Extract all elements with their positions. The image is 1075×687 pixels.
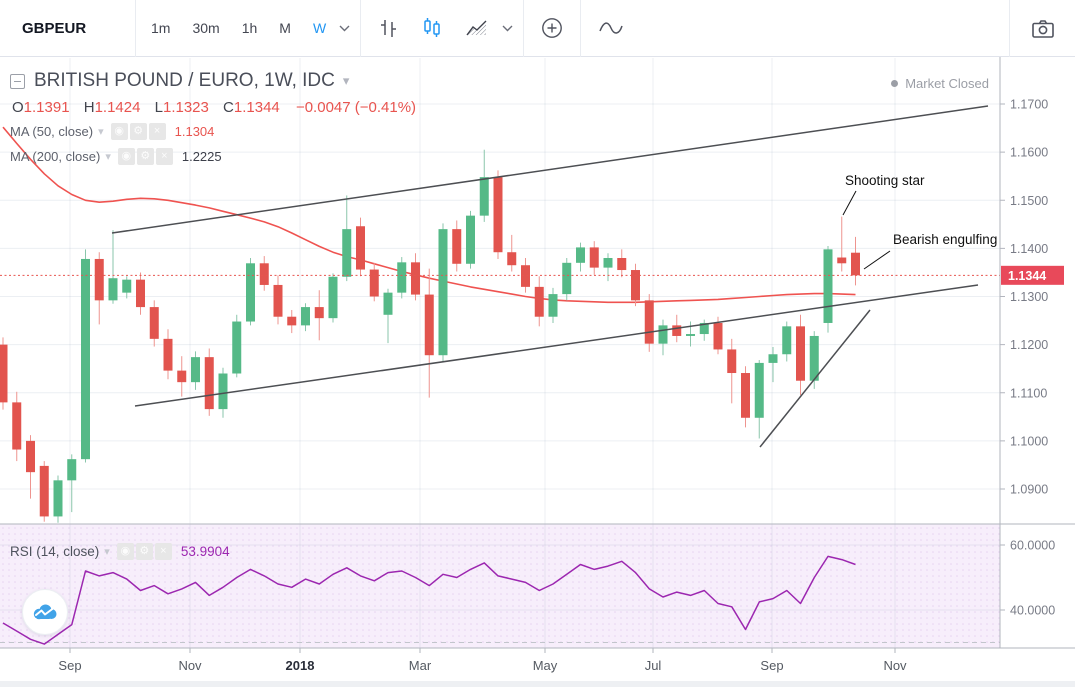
interval-M[interactable]: M (279, 20, 291, 36)
svg-text:1.1700: 1.1700 (1010, 98, 1048, 112)
low-value: 1.1323 (162, 99, 209, 116)
market-status-dot-icon (891, 80, 899, 87)
compare-plus-icon[interactable] (524, 16, 580, 40)
open-label: O (12, 99, 24, 116)
ma50-eye-icon[interactable]: ◉ (110, 123, 128, 140)
ma50-label[interactable]: MA (50, close) (10, 124, 94, 139)
svg-text:Bearish engulfing: Bearish engulfing (893, 232, 997, 247)
change-value: −0.0047 (−0.41%) (295, 99, 417, 116)
interval-30m[interactable]: 30m (192, 20, 220, 36)
chart-title: BRITISH POUND / EURO, 1W, IDC (34, 70, 335, 91)
symbol-title-row[interactable]: BRITISH POUND / EURO, 1W, IDC ▾ (10, 70, 416, 92)
svg-text:1.1100: 1.1100 (1010, 386, 1047, 400)
svg-text:May: May (533, 658, 558, 673)
ma50-value: 1.1304 (174, 124, 215, 139)
svg-text:Nov: Nov (883, 658, 907, 673)
rsi-gear-icon[interactable]: ⚙ (135, 543, 153, 560)
snapshot-camera-icon[interactable] (1009, 0, 1075, 57)
title-chevron-icon: ▾ (342, 73, 350, 88)
candles-chart-icon[interactable] (410, 15, 454, 41)
chart-style-group (361, 0, 523, 56)
close-value: 1.1344 (233, 99, 280, 116)
candlestick-series (0, 149, 860, 523)
interval-W-active[interactable]: W (312, 20, 327, 36)
ma50-gear-icon[interactable]: ⚙ (129, 123, 147, 140)
low-label: L (154, 99, 163, 116)
svg-text:1.1000: 1.1000 (1010, 434, 1048, 448)
high-label: H (83, 99, 95, 116)
svg-text:1.1500: 1.1500 (1010, 194, 1048, 208)
indicators-icon[interactable] (581, 20, 641, 36)
interval-group: 1m 30m 1h M W (136, 0, 360, 56)
area-chart-icon[interactable] (454, 16, 500, 40)
interval-1h[interactable]: 1h (241, 20, 258, 36)
svg-text:Sep: Sep (58, 658, 81, 673)
rsi-eye-icon[interactable]: ◉ (116, 543, 134, 560)
ma200-close-icon[interactable]: × (155, 148, 173, 165)
rsi-chevron-icon[interactable]: ▾ (104, 546, 110, 558)
chart-area: Shooting star Bearish engulfing 1.1700 1.16… (0, 57, 1075, 687)
svg-text:Mar: Mar (409, 658, 432, 673)
toolbar-divider (360, 0, 362, 57)
svg-text:2018: 2018 (286, 658, 315, 673)
market-status-text: Market Closed (905, 76, 989, 91)
high-value: 1.1424 (94, 99, 141, 116)
svg-text:40.0000: 40.0000 (1010, 604, 1055, 618)
indicators-group (581, 0, 641, 56)
chart-canvas[interactable]: Shooting star Bearish engulfing 1.1700 1.16… (0, 57, 1075, 687)
chart-style-chevron-icon[interactable] (502, 19, 513, 37)
ma50-chevron-icon[interactable]: ▾ (98, 126, 104, 138)
ohlc-readout: O1.1391 H1.1424 L1.1323 C1.1344 −0.0047 … (10, 99, 416, 116)
svg-text:1.1400: 1.1400 (1010, 242, 1048, 256)
symbol-button[interactable]: GBPEUR (22, 19, 87, 37)
main-pane-legend: BRITISH POUND / EURO, 1W, IDC ▾ O1.1391 … (10, 70, 416, 166)
rsi-value: 53.9904 (180, 544, 230, 559)
tradingview-logo[interactable] (22, 589, 68, 635)
svg-text:60.0000: 60.0000 (1010, 539, 1055, 553)
svg-text:1.1300: 1.1300 (1010, 290, 1048, 304)
rsi-legend-row: RSI (14, close) ▾ ◉ ⚙ × 53.9904 (10, 542, 230, 561)
svg-text:Shooting star: Shooting star (845, 173, 925, 188)
svg-text:1.0900: 1.0900 (1010, 483, 1048, 497)
ma50-close-icon[interactable]: × (148, 123, 166, 140)
svg-text:1.1600: 1.1600 (1010, 146, 1048, 160)
bottom-scrollbar[interactable] (0, 681, 1075, 687)
close-label: C (223, 99, 234, 116)
ma200-label[interactable]: MA (200, close) (10, 149, 101, 164)
rsi-label[interactable]: RSI (14, close) (10, 544, 100, 559)
last-price-badge: 1.1344 (1001, 265, 1064, 285)
cloud-chart-icon (33, 604, 57, 620)
compare-group (524, 0, 580, 56)
interval-chevron-icon[interactable] (339, 19, 350, 37)
toolbar-divider (523, 0, 525, 57)
ma200-chevron-icon[interactable]: ▾ (105, 151, 111, 163)
svg-text:Nov: Nov (178, 658, 202, 673)
svg-text:Sep: Sep (760, 658, 783, 673)
time-axis[interactable] (0, 648, 1000, 687)
ma200-eye-icon[interactable]: ◉ (117, 148, 135, 165)
rsi-close-icon[interactable]: × (154, 543, 172, 560)
ma200-value: 1.2225 (181, 149, 222, 164)
price-axis[interactable] (1000, 57, 1075, 648)
top-toolbar: GBPEUR 1m 30m 1h M W (0, 0, 1075, 57)
ma200-gear-icon[interactable]: ⚙ (136, 148, 154, 165)
ma200-legend-row: MA (200, close) ▾ ◉ ⚙ × 1.2225 (10, 147, 416, 166)
svg-text:Jul: Jul (645, 658, 662, 673)
collapse-pane-icon[interactable] (10, 73, 25, 89)
toolbar-divider (580, 0, 582, 57)
open-value: 1.1391 (23, 99, 70, 116)
toolbar-divider (135, 0, 136, 57)
market-status: Market Closed (891, 76, 989, 91)
svg-text:1.1344: 1.1344 (1008, 269, 1046, 283)
interval-1m[interactable]: 1m (151, 20, 171, 36)
ma50-legend-row: MA (50, close) ▾ ◉ ⚙ × 1.1304 (10, 122, 416, 141)
bars-chart-icon[interactable] (366, 16, 410, 40)
svg-text:1.1200: 1.1200 (1010, 338, 1048, 352)
